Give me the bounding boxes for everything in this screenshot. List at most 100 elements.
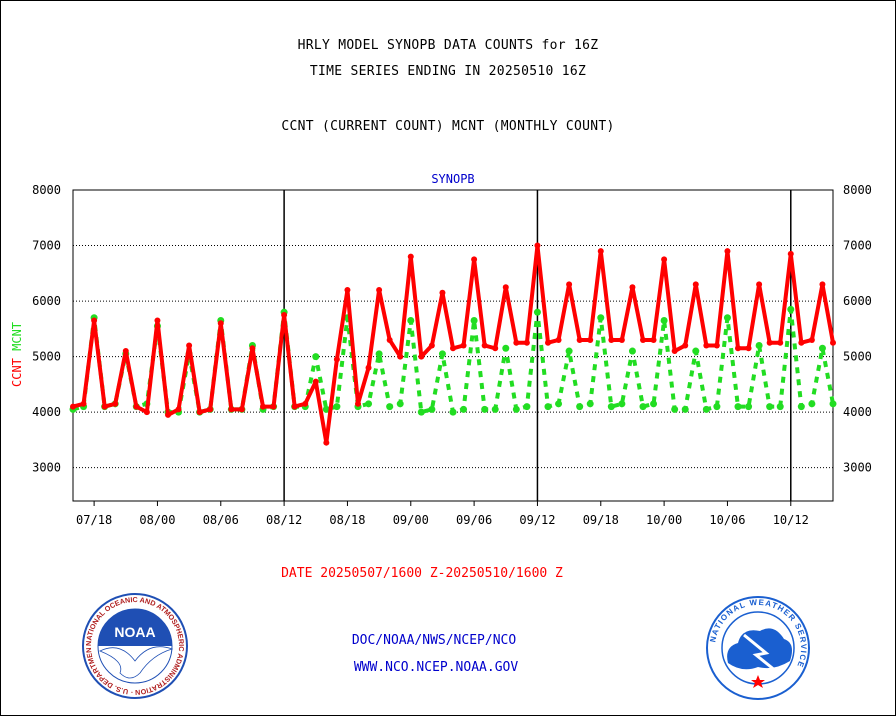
data-point-ccnt <box>661 256 668 263</box>
data-point-ccnt <box>196 409 203 416</box>
data-point-ccnt <box>281 311 288 318</box>
data-point-ccnt <box>777 339 784 346</box>
doc-noaa-link[interactable]: DOC/NOAA/NWS/NCEP/NCO <box>351 633 517 648</box>
x-tick-label: 10/06 <box>709 513 745 527</box>
data-point-ccnt <box>608 336 615 343</box>
data-point-ccnt <box>650 336 657 343</box>
data-point-mcnt <box>597 314 605 322</box>
data-point-mcnt <box>375 350 383 358</box>
data-point-mcnt <box>481 405 489 413</box>
x-tick-label: 09/00 <box>393 513 429 527</box>
data-point-mcnt <box>639 403 647 411</box>
data-point-mcnt <box>533 308 541 316</box>
y-tick-label-right: 6000 <box>843 294 872 308</box>
data-point-mcnt <box>312 353 320 361</box>
x-tick-label: 08/00 <box>139 513 175 527</box>
data-point-ccnt <box>407 253 414 260</box>
data-point-mcnt <box>818 344 826 352</box>
chart-title-line1: HRLY MODEL SYNOPB DATA COUNTS for 16Z <box>297 38 599 53</box>
data-point-ccnt <box>154 317 161 324</box>
x-tick-label: 08/06 <box>203 513 239 527</box>
data-point-mcnt <box>808 400 816 408</box>
data-point-ccnt <box>217 320 224 327</box>
data-point-mcnt <box>396 400 404 408</box>
data-point-mcnt <box>470 317 478 325</box>
data-point-ccnt <box>724 248 731 255</box>
data-point-ccnt <box>291 403 298 410</box>
data-point-ccnt <box>703 342 710 349</box>
data-point-mcnt <box>713 403 721 411</box>
data-point-mcnt <box>745 403 753 411</box>
x-tick-label: 08/12 <box>266 513 302 527</box>
data-point-ccnt <box>249 345 256 352</box>
nws-logo-icon: NATIONAL WEATHER SERVICE <box>706 596 810 700</box>
data-point-ccnt <box>355 400 361 407</box>
data-point-ccnt <box>671 348 678 355</box>
data-point-mcnt <box>407 317 415 325</box>
data-point-ccnt <box>344 286 351 293</box>
data-point-ccnt <box>502 284 509 291</box>
data-point-ccnt <box>640 336 646 343</box>
data-point-ccnt <box>418 353 425 360</box>
data-point-mcnt <box>787 305 795 313</box>
x-tick-label: 08/18 <box>329 513 365 527</box>
data-point-ccnt <box>735 345 741 352</box>
data-point-mcnt <box>723 314 731 322</box>
y-tick-label-right: 5000 <box>843 350 872 364</box>
y-tick-label-left: 7000 <box>32 239 61 253</box>
data-point-ccnt <box>798 339 805 346</box>
x-tick-label: 09/06 <box>456 513 492 527</box>
data-point-ccnt <box>534 242 541 249</box>
data-point-ccnt <box>397 353 404 360</box>
data-point-mcnt <box>671 405 679 413</box>
data-point-mcnt <box>829 400 837 408</box>
data-point-mcnt <box>428 405 436 413</box>
y-axis-label: CCNT MCNT <box>10 322 24 387</box>
data-point-mcnt <box>702 405 710 413</box>
x-tick-label: 10/00 <box>646 513 682 527</box>
x-tick-label: 09/12 <box>519 513 555 527</box>
data-point-ccnt <box>576 336 583 343</box>
data-point-ccnt <box>101 403 108 410</box>
data-point-mcnt <box>660 317 668 325</box>
data-point-ccnt <box>323 439 330 446</box>
nco-website-link[interactable]: WWW.NCO.NCEP.NOAA.GOV <box>353 660 519 675</box>
data-point-mcnt <box>491 405 499 413</box>
y-tick-label-right: 7000 <box>843 239 872 253</box>
data-point-mcnt <box>650 400 658 408</box>
data-point-ccnt <box>312 378 319 385</box>
data-point-mcnt <box>333 403 341 411</box>
data-point-ccnt <box>682 342 689 349</box>
data-point-ccnt <box>555 336 562 343</box>
data-point-ccnt <box>492 345 499 352</box>
data-point-mcnt <box>438 350 446 358</box>
data-point-ccnt <box>143 409 150 416</box>
data-point-ccnt <box>122 348 129 355</box>
data-point-ccnt <box>745 345 752 352</box>
data-point-ccnt <box>365 364 372 371</box>
data-point-ccnt <box>376 286 383 293</box>
y-tick-label-left: 4000 <box>32 405 61 419</box>
data-point-ccnt <box>133 403 140 410</box>
data-point-ccnt <box>450 345 456 352</box>
data-point-ccnt <box>566 281 573 288</box>
date-range-label: DATE 20250507/1600 Z-20250510/1600 Z <box>281 566 563 581</box>
data-point-mcnt <box>555 400 563 408</box>
data-point-ccnt <box>333 356 340 363</box>
data-point-mcnt <box>322 405 330 413</box>
data-point-ccnt <box>175 406 182 413</box>
data-point-ccnt <box>471 256 478 263</box>
data-point-ccnt <box>787 250 794 257</box>
data-point-mcnt <box>512 405 520 413</box>
data-point-ccnt <box>481 342 488 349</box>
data-point-mcnt <box>544 403 552 411</box>
data-point-ccnt <box>756 281 763 288</box>
data-point-ccnt <box>819 281 826 288</box>
y-tick-label-left: 3000 <box>32 461 61 475</box>
data-point-ccnt <box>545 339 551 346</box>
data-point-mcnt <box>776 403 784 411</box>
data-point-mcnt <box>576 403 584 411</box>
noaa-logo-icon: NOAA NATIONAL OCEANIC AND ATMOSPHERIC AD… <box>80 593 188 699</box>
data-point-ccnt <box>713 342 720 349</box>
